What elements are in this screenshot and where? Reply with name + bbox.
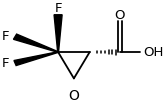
Text: F: F <box>2 57 10 70</box>
Polygon shape <box>13 34 58 52</box>
Polygon shape <box>14 52 58 66</box>
Text: O: O <box>115 9 125 22</box>
Text: O: O <box>68 89 79 103</box>
Text: OH: OH <box>143 46 163 59</box>
Polygon shape <box>54 15 62 52</box>
Text: F: F <box>54 2 62 15</box>
Text: F: F <box>2 30 10 43</box>
